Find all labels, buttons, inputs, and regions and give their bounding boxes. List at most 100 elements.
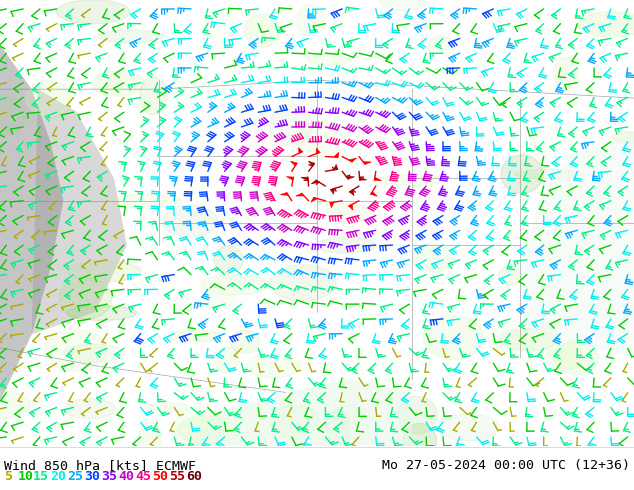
Text: Wind 850 hPa [kts] ECMWF: Wind 850 hPa [kts] ECMWF bbox=[4, 459, 196, 472]
Ellipse shape bbox=[307, 52, 353, 65]
Ellipse shape bbox=[98, 30, 164, 43]
Polygon shape bbox=[296, 194, 304, 196]
Text: Mo 27-05-2024 00:00 UTC (12+36): Mo 27-05-2024 00:00 UTC (12+36) bbox=[382, 459, 630, 472]
Polygon shape bbox=[190, 379, 412, 446]
Ellipse shape bbox=[64, 344, 124, 363]
Polygon shape bbox=[290, 161, 297, 166]
Ellipse shape bbox=[110, 195, 181, 208]
Text: 15: 15 bbox=[33, 470, 49, 484]
Polygon shape bbox=[330, 202, 334, 208]
Polygon shape bbox=[349, 158, 356, 162]
Ellipse shape bbox=[613, 132, 634, 143]
Ellipse shape bbox=[530, 124, 595, 166]
Ellipse shape bbox=[214, 346, 239, 373]
Ellipse shape bbox=[168, 81, 190, 90]
Ellipse shape bbox=[428, 36, 455, 61]
Polygon shape bbox=[334, 152, 339, 157]
Polygon shape bbox=[287, 176, 294, 180]
Ellipse shape bbox=[59, 277, 112, 319]
Text: 10: 10 bbox=[18, 470, 34, 484]
Ellipse shape bbox=[379, 0, 428, 11]
Text: 25: 25 bbox=[67, 470, 83, 484]
Polygon shape bbox=[346, 176, 354, 179]
Polygon shape bbox=[301, 177, 308, 180]
Ellipse shape bbox=[403, 423, 437, 459]
Ellipse shape bbox=[247, 354, 301, 378]
Polygon shape bbox=[280, 193, 288, 196]
Ellipse shape bbox=[297, 4, 324, 37]
Ellipse shape bbox=[174, 407, 226, 451]
Text: 30: 30 bbox=[84, 470, 100, 484]
Polygon shape bbox=[316, 148, 320, 154]
Polygon shape bbox=[520, 134, 634, 357]
Polygon shape bbox=[368, 36, 431, 80]
Ellipse shape bbox=[202, 14, 236, 49]
Text: 45: 45 bbox=[135, 470, 151, 484]
Ellipse shape bbox=[515, 169, 583, 179]
Text: 55: 55 bbox=[169, 470, 185, 484]
Ellipse shape bbox=[413, 244, 453, 271]
Ellipse shape bbox=[554, 341, 598, 375]
Ellipse shape bbox=[0, 96, 26, 135]
Ellipse shape bbox=[437, 414, 499, 441]
Polygon shape bbox=[349, 190, 354, 196]
Polygon shape bbox=[359, 177, 366, 180]
Ellipse shape bbox=[333, 350, 396, 390]
Text: 20: 20 bbox=[50, 470, 66, 484]
Ellipse shape bbox=[169, 330, 221, 342]
Ellipse shape bbox=[326, 204, 372, 222]
Ellipse shape bbox=[547, 341, 582, 369]
Text: 40: 40 bbox=[118, 470, 134, 484]
Ellipse shape bbox=[163, 205, 217, 237]
Text: 50: 50 bbox=[152, 470, 168, 484]
Ellipse shape bbox=[270, 104, 313, 146]
Ellipse shape bbox=[27, 81, 70, 116]
Ellipse shape bbox=[92, 71, 144, 96]
Polygon shape bbox=[349, 204, 353, 210]
Polygon shape bbox=[363, 162, 372, 164]
Ellipse shape bbox=[214, 245, 243, 273]
Ellipse shape bbox=[398, 396, 437, 434]
Ellipse shape bbox=[244, 14, 280, 47]
Ellipse shape bbox=[425, 49, 463, 67]
Polygon shape bbox=[333, 165, 338, 170]
Ellipse shape bbox=[451, 206, 476, 219]
Ellipse shape bbox=[65, 399, 115, 418]
Text: 5: 5 bbox=[4, 470, 12, 484]
Ellipse shape bbox=[230, 330, 259, 353]
Ellipse shape bbox=[269, 265, 336, 301]
Ellipse shape bbox=[146, 402, 189, 412]
Ellipse shape bbox=[317, 237, 376, 253]
Ellipse shape bbox=[200, 274, 269, 295]
Ellipse shape bbox=[500, 329, 557, 351]
Ellipse shape bbox=[498, 267, 521, 286]
Polygon shape bbox=[371, 192, 377, 196]
Ellipse shape bbox=[501, 155, 543, 194]
Polygon shape bbox=[331, 189, 335, 194]
Text: 60: 60 bbox=[186, 470, 202, 484]
Ellipse shape bbox=[424, 316, 484, 359]
Ellipse shape bbox=[44, 329, 107, 371]
Polygon shape bbox=[375, 177, 382, 181]
Ellipse shape bbox=[325, 410, 350, 447]
Polygon shape bbox=[308, 161, 314, 166]
Ellipse shape bbox=[381, 175, 443, 186]
Polygon shape bbox=[299, 147, 302, 153]
Ellipse shape bbox=[67, 306, 137, 320]
Text: 35: 35 bbox=[101, 470, 117, 484]
Ellipse shape bbox=[553, 57, 578, 89]
Ellipse shape bbox=[269, 406, 319, 437]
Ellipse shape bbox=[139, 76, 167, 115]
Ellipse shape bbox=[68, 261, 141, 282]
Ellipse shape bbox=[200, 294, 236, 309]
Ellipse shape bbox=[177, 416, 239, 444]
Ellipse shape bbox=[578, 12, 634, 37]
Ellipse shape bbox=[139, 421, 161, 460]
Ellipse shape bbox=[0, 391, 30, 418]
Ellipse shape bbox=[488, 321, 560, 359]
Polygon shape bbox=[32, 89, 127, 334]
Ellipse shape bbox=[330, 405, 369, 423]
Polygon shape bbox=[311, 197, 318, 202]
Polygon shape bbox=[311, 180, 319, 184]
Polygon shape bbox=[0, 45, 63, 401]
